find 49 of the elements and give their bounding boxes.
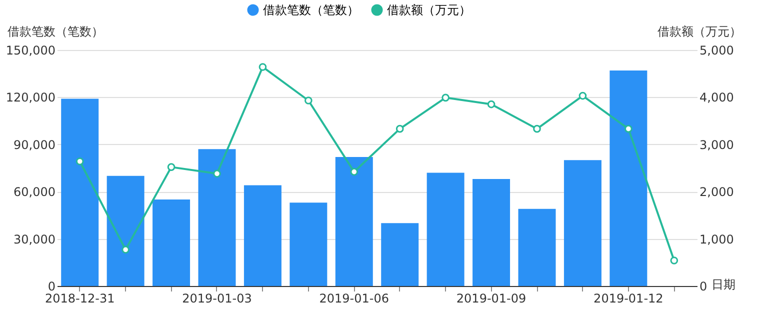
y-tick-label: 90,000 — [14, 138, 56, 152]
y2-tick-label: 1,000 — [700, 232, 734, 246]
point — [624, 124, 632, 133]
y-axis-title: 借款笔数（笔数） — [8, 24, 104, 38]
bar — [426, 172, 464, 286]
point — [350, 168, 358, 176]
y-tick-label: 150,000 — [6, 44, 56, 58]
point — [167, 163, 176, 171]
x-tick-label: 2019-01-03 — [182, 292, 252, 306]
y2-tick-label: 5,000 — [700, 44, 734, 58]
x-tick-label: 2019-01-12 — [594, 292, 664, 306]
legend-label: 借款额（万元） — [387, 3, 471, 17]
point — [487, 100, 496, 108]
bar — [290, 202, 328, 286]
y2-tick-label: 3,000 — [700, 138, 734, 152]
point — [213, 170, 221, 178]
x-axis-title: 日期 — [712, 278, 736, 292]
y-tick-label: 0 — [48, 280, 56, 294]
bar — [472, 179, 510, 286]
y2-tick-label: 4,000 — [700, 90, 734, 105]
point — [442, 94, 450, 102]
bar — [335, 156, 373, 286]
bar — [152, 199, 190, 286]
y2-tick-label: 0 — [700, 280, 708, 294]
point — [670, 256, 678, 264]
x-tick-label: 2018-12-31 — [44, 292, 115, 306]
y-tick-label: 60,000 — [14, 185, 56, 200]
bar — [61, 98, 99, 286]
y-tick-label: 30,000 — [14, 232, 56, 246]
x-tick-label: 2019-01-09 — [456, 292, 526, 306]
point — [578, 92, 587, 100]
y2-tick-label: 2,000 — [700, 185, 734, 200]
point — [396, 124, 404, 133]
bar — [106, 176, 144, 286]
point — [304, 96, 312, 104]
bar — [198, 149, 236, 286]
point — [122, 246, 130, 254]
point — [76, 157, 84, 166]
bar — [381, 223, 419, 286]
x-tick-label: 2019-01-06 — [319, 292, 390, 306]
bar — [610, 70, 648, 286]
bar — [518, 208, 556, 286]
point — [533, 124, 541, 133]
legend-label: 借款笔数（笔数） — [263, 3, 359, 17]
bar — [244, 185, 282, 286]
y-tick-label: 120,000 — [6, 90, 56, 105]
point — [258, 63, 267, 71]
bar — [564, 160, 602, 286]
y2-axis-title: 借款额（万元） — [658, 24, 742, 38]
